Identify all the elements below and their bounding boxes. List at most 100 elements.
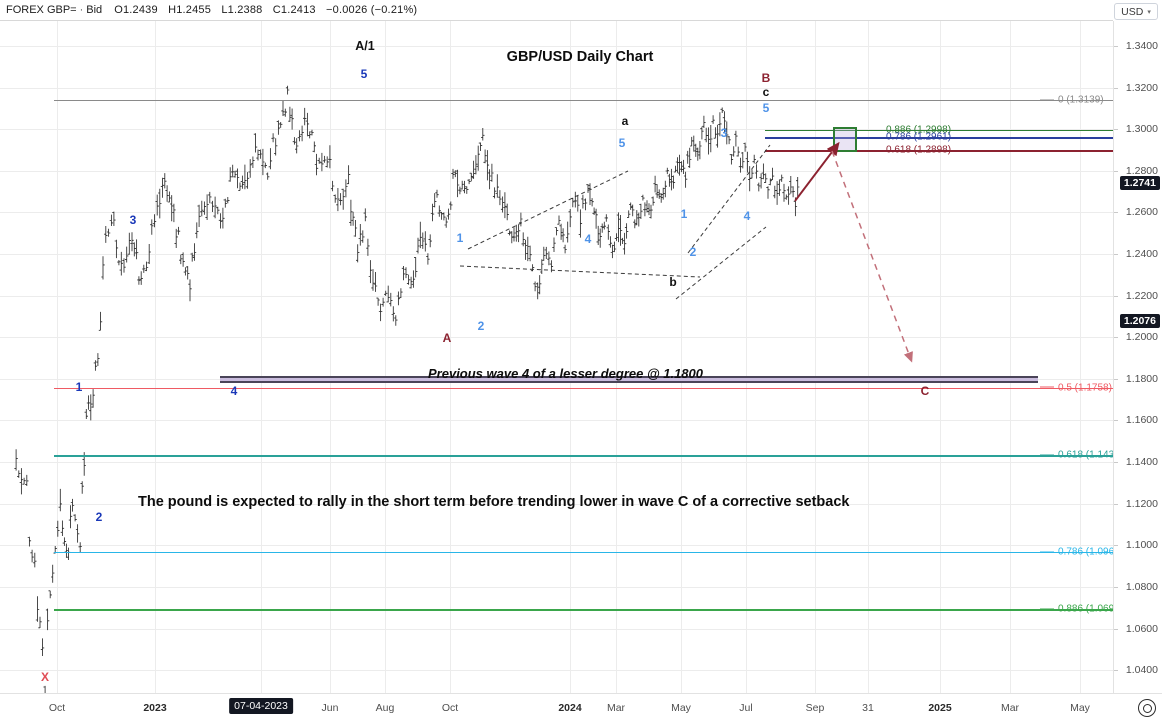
price-axis-tick: 1.0600 [1125, 622, 1158, 635]
gridline-vertical [1010, 21, 1011, 693]
fib-level-dash-icon [1040, 99, 1054, 101]
gridline-vertical [570, 21, 571, 693]
gridline-horizontal [0, 254, 1113, 255]
gridline-vertical [57, 21, 58, 693]
price-axis-tick: 1.0400 [1125, 664, 1158, 677]
gridline-horizontal [0, 87, 1113, 89]
time-axis-tick: Jun [321, 702, 339, 714]
fib-level-line-0886-lower[interactable] [54, 609, 1113, 611]
gridline-horizontal [0, 170, 1113, 172]
wave-label: 5 [360, 67, 368, 81]
price-axis-tickmark [1114, 170, 1118, 172]
wave-label: 2 [689, 245, 697, 259]
wave-label: 4 [584, 232, 592, 246]
price-axis-tickmark [1114, 337, 1118, 339]
wave-label: B [761, 71, 771, 85]
wave-label: 5 [762, 101, 770, 115]
price-axis-tickmark [1114, 628, 1118, 630]
fib-level-dash-icon [1040, 454, 1054, 456]
time-axis-tick: Aug [375, 702, 395, 714]
fib-level-label: 0.618 (1.2898) [886, 145, 951, 156]
fib-level-line-0618-upper[interactable] [765, 150, 1113, 152]
wave-label: 1 [75, 380, 83, 394]
wave-label: b [669, 275, 677, 289]
currency-selector-value: USD [1121, 5, 1144, 18]
price-axis-tick: 1.3200 [1125, 81, 1158, 94]
price-axis[interactable]: 1.3400 1.3200 1.3000 1.2800 1.2600 1.2400 1.22… [1113, 21, 1162, 693]
price-axis-tick: 1.3400 [1125, 39, 1158, 52]
fib-level-line-0786-upper[interactable] [765, 137, 1113, 139]
gridline-horizontal [0, 628, 1113, 630]
trend-channel-line [675, 226, 767, 300]
price-axis-tick: 1.1600 [1125, 414, 1158, 427]
instrument-symbol: FOREX GBP= [6, 4, 77, 16]
price-axis-tickmark [1114, 129, 1118, 131]
fib-level-label-text: 0.886 (1.0692) [1058, 603, 1124, 615]
wave-label: A [442, 331, 452, 345]
quote-side-label: Bid [86, 4, 103, 16]
ohlc-values: O1.2439 H1.2455 L1.2388 C1.2413 −0.0026 … [114, 4, 424, 16]
fib-level-label: 0.618 (1.1432) [1040, 450, 1123, 461]
gridline-vertical [450, 21, 451, 693]
gridline-vertical [155, 21, 156, 693]
time-axis-tick: May [1070, 702, 1090, 714]
gridline-horizontal [0, 670, 1113, 672]
open-value: O1.2439 [114, 4, 158, 16]
time-axis-tick: Mar [606, 702, 626, 714]
gridline-horizontal [0, 295, 1113, 297]
low-value: L1.2388 [221, 4, 263, 16]
price-axis-tick: 1.0800 [1125, 580, 1158, 593]
currency-selector[interactable]: USD ▾ [1114, 3, 1158, 20]
wave-label: 3 [720, 126, 728, 140]
gridline-horizontal [0, 212, 1113, 214]
fib-level-line-05[interactable] [54, 387, 1113, 389]
gridline-vertical [940, 21, 941, 693]
price-axis-tickmark [1114, 503, 1118, 505]
time-axis-tick: 31 [862, 702, 874, 714]
high-value: H1.2455 [168, 4, 212, 16]
price-axis-tick: 1.1200 [1125, 497, 1158, 510]
time-axis-tick: Sep [805, 702, 825, 714]
previous-wave4-zone[interactable] [220, 375, 1038, 383]
bullish-arrow [794, 141, 840, 202]
time-axis[interactable]: Oct 2023 Jun Aug Oct 2024 Mar May Jul Sep 31 2025 Ma… [0, 693, 1162, 722]
fib-level-dash-icon [1040, 608, 1054, 610]
price-axis-tickmark [1114, 378, 1118, 380]
fib-level-label: 0.786 (1.2961) [886, 132, 951, 143]
time-axis-tick: May [671, 702, 691, 714]
price-axis-tickmark [1114, 545, 1118, 547]
gridline-vertical [261, 21, 262, 693]
header-divider [0, 20, 1113, 21]
outlook-annotation: The pound is expected to rally in the sh… [138, 494, 850, 510]
gridline-vertical [868, 21, 869, 693]
wave-label: 2 [477, 319, 485, 333]
time-axis-tick: Oct [48, 702, 66, 714]
wave-label: X [40, 670, 50, 684]
price-axis-tickmark [1114, 87, 1118, 89]
price-axis-tickmark [1114, 670, 1118, 672]
price-axis-tick: 1.1400 [1125, 456, 1158, 469]
ohlc-header: FOREX GBP= · Bid O1.2439 H1.2455 L1.2388… [0, 0, 1162, 20]
fib-level-line-0618-lower[interactable] [54, 455, 1113, 457]
wave-label: 4 [230, 384, 238, 398]
target-icon[interactable] [1138, 699, 1156, 717]
fib-level-line-0786-lower[interactable] [54, 551, 1113, 554]
price-axis-tickmark [1114, 295, 1118, 297]
fib-level-label: 0 (1.3139) [1040, 95, 1104, 106]
gridline-vertical [385, 21, 386, 693]
fib-level-line-0886-upper[interactable] [765, 129, 1113, 131]
wave4-annotation: Previous wave 4 of a lesser degree @ 1.1… [428, 366, 703, 381]
price-axis-tick: 1.2800 [1125, 164, 1158, 177]
target-zone-rectangle[interactable] [833, 127, 857, 153]
chevron-down-icon: ▾ [1147, 8, 1151, 16]
gridline-vertical [330, 21, 331, 693]
time-axis-tick: 2024 [558, 702, 582, 714]
header-separator: · [79, 4, 84, 16]
gridline-horizontal [0, 462, 1113, 464]
price-axis-tick: 1.2200 [1125, 289, 1158, 302]
wave-label: 2 [95, 510, 103, 524]
fib-level-line-0[interactable] [54, 100, 1113, 102]
price-axis-tick: 1.2600 [1125, 206, 1158, 219]
fib-level-label: 0.5 (1.1758) [1040, 382, 1112, 393]
